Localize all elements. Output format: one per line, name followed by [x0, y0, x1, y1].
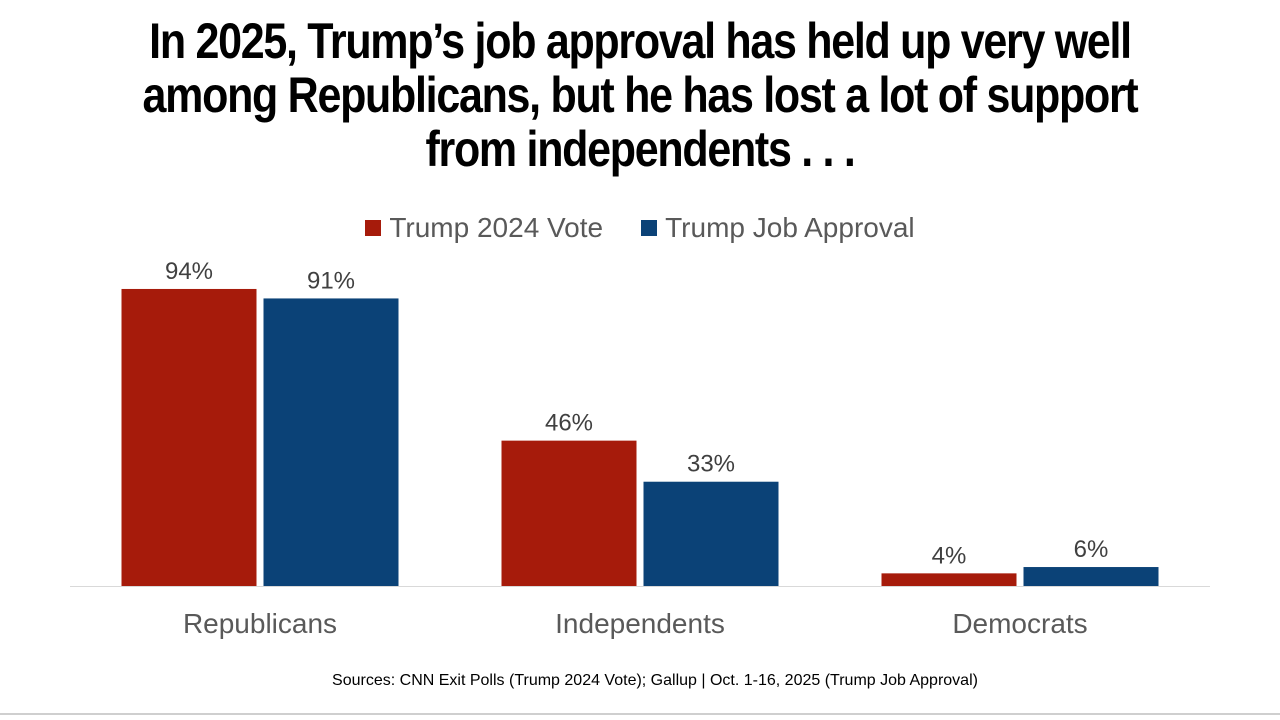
title-line: among Republicans, but he has lost a lot…	[142, 67, 1139, 123]
data-label: 91%	[307, 267, 355, 294]
data-label: 4%	[932, 542, 967, 569]
legend-label-job-approval: Trump Job Approval	[665, 212, 915, 243]
bar-chart: 94% 91% Republicans 46% 33% Independents 4% 6% D…	[70, 258, 1210, 639]
title-line: In 2025, Trump’s job approval has held u…	[149, 13, 1132, 69]
source-note: Sources: CNN Exit Polls (Trump 2024 Vote…	[332, 672, 978, 689]
legend: Trump 2024 Vote Trump Job Approval	[0, 212, 1280, 244]
title-line: from independents . . .	[425, 121, 855, 177]
bar-democrats-2024-vote	[881, 573, 1017, 586]
legend-item-job-approval: Trump Job Approval	[641, 212, 915, 244]
legend-item-2024-vote: Trump 2024 Vote	[365, 212, 603, 244]
bar-republicans-2024-vote	[121, 288, 257, 586]
category-label-republicans: Republicans	[183, 608, 337, 639]
bar-democrats-job-approval	[1023, 567, 1159, 586]
chart-title: In 2025, Trump’s job approval has held u…	[124, 14, 1156, 176]
category-label-democrats: Democrats	[952, 608, 1087, 639]
legend-swatch-2024-vote	[365, 220, 382, 236]
bar-independents-2024-vote	[501, 440, 637, 586]
data-label: 33%	[687, 451, 735, 478]
bar-independents-job-approval	[643, 481, 779, 586]
legend-label-2024-vote: Trump 2024 Vote	[389, 212, 604, 243]
legend-swatch-job-approval	[641, 220, 658, 236]
category-label-independents: Independents	[555, 608, 725, 639]
bar-republicans-job-approval	[263, 298, 399, 586]
data-label: 94%	[165, 258, 213, 285]
bottom-divider	[0, 713, 1280, 715]
data-label: 46%	[545, 410, 593, 437]
data-label: 6%	[1074, 536, 1109, 563]
